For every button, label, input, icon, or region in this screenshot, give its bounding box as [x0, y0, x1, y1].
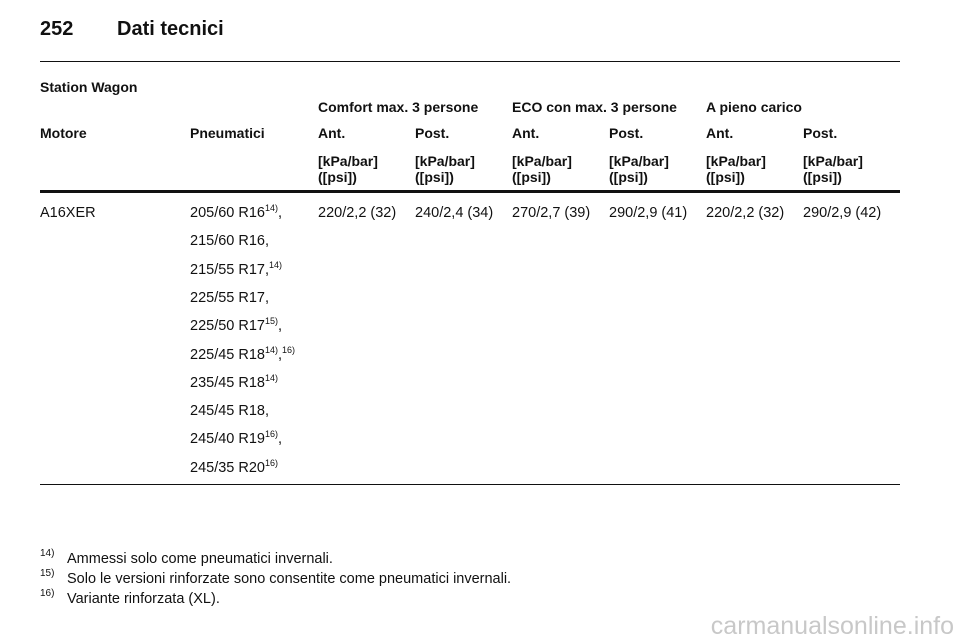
rule	[40, 190, 900, 193]
tyre: 245/35 R2016)	[190, 457, 278, 476]
tyre: 205/60 R1614),	[190, 203, 283, 222]
footnote-text: Variante rinforzata (XL).	[67, 591, 220, 607]
unit-label: [kPa/bar]	[415, 153, 475, 169]
group-header: A pieno carico	[706, 99, 802, 115]
column-header: Ant.	[318, 125, 346, 141]
unit-label: [kPa/bar]	[318, 153, 378, 169]
tyre-text: 245/40 R19	[190, 431, 265, 448]
unit-label: [kPa/bar]	[803, 153, 863, 169]
group-header: ECO con max. 3 persone	[512, 99, 677, 115]
tyre: 215/55 R17,14)	[190, 259, 283, 278]
tyre-text: 225/55 R17,	[190, 289, 270, 306]
pressure: 290/2,9 (41)	[609, 205, 688, 221]
unit-label: ([psi])	[609, 169, 648, 185]
section-title: Station Wagon	[40, 79, 138, 95]
unit-label: ([psi])	[803, 169, 842, 185]
footnote-mark: 14)	[40, 548, 55, 559]
column-header: Ant.	[706, 125, 734, 141]
footnote-text: Ammessi solo come pneumatici invernali.	[67, 551, 333, 567]
column-header: Post.	[609, 125, 644, 141]
column-header: Post.	[415, 125, 450, 141]
tyre-text: 205/60 R16	[190, 205, 265, 221]
tyre-text: ,	[278, 205, 283, 221]
unit-label: [kPa/bar]	[706, 153, 766, 169]
pressure: 240/2,4 (34)	[415, 205, 494, 221]
column-header: Post.	[803, 125, 838, 141]
tyre: 225/55 R17,	[190, 290, 269, 306]
tyre: 225/50 R1715),	[190, 316, 283, 335]
column-header: Ant.	[512, 125, 540, 141]
footnote-ref: 14)	[264, 203, 278, 213]
tyre-text: 235/45 R18	[190, 374, 265, 391]
unit-label: ([psi])	[706, 169, 745, 185]
tyre-text: ,	[278, 346, 283, 363]
pressure: 270/2,7 (39)	[512, 205, 591, 221]
footnote-mark: 16)	[40, 588, 55, 599]
pressure: 220/2,2 (32)	[318, 205, 397, 221]
unit-label: ([psi])	[318, 169, 357, 185]
tyre: 245/45 R18,	[190, 403, 269, 419]
tyre: 245/40 R1916),	[190, 429, 283, 448]
rule	[40, 484, 900, 485]
tyre-text: 225/50 R17	[190, 318, 265, 335]
page-number: 252	[40, 18, 74, 40]
unit-label: ([psi])	[415, 169, 454, 185]
unit-label: ([psi])	[512, 169, 551, 185]
engine: A16XER	[40, 205, 96, 221]
footnote-ref: 16)	[264, 429, 278, 440]
tyre-text: 215/55 R17,	[190, 261, 270, 278]
tyre-text: 225/45 R18	[190, 346, 265, 363]
group-header: Comfort max. 3 persone	[318, 99, 479, 115]
unit-label: [kPa/bar]	[512, 153, 572, 169]
tyre: 235/45 R1814)	[190, 372, 278, 391]
page-title: Dati tecnici	[117, 18, 224, 40]
tyre-text: ,	[278, 431, 283, 448]
footnote-ref: 16)	[282, 344, 296, 355]
watermark: carmanualsonline.info	[710, 612, 954, 640]
footnote-mark: 15)	[40, 568, 55, 579]
pressure: 220/2,2 (32)	[706, 205, 785, 221]
footnote-ref: 16)	[264, 457, 278, 468]
footnote-ref: 15)	[264, 316, 278, 327]
tyre-text: 215/60 R16,	[190, 233, 270, 250]
rule	[40, 61, 900, 62]
tyre-text: 245/35 R20	[190, 459, 265, 476]
tyre-text: ,	[278, 318, 283, 335]
pressure: 290/2,9 (42)	[803, 205, 882, 221]
tyre-text: 245/45 R18,	[190, 403, 270, 420]
footnote-ref: 14)	[269, 259, 283, 270]
unit-label: [kPa/bar]	[609, 153, 669, 169]
footnote-ref: 14)	[264, 344, 278, 355]
column-header: Motore	[40, 125, 87, 141]
footnote-text: Solo le versioni rinforzate sono consent…	[67, 571, 512, 587]
footnote-ref: 14)	[264, 372, 278, 383]
column-header: Pneumatici	[190, 125, 265, 141]
tyre: 215/60 R16,	[190, 233, 269, 249]
tyre: 225/45 R1814),16)	[190, 344, 296, 363]
